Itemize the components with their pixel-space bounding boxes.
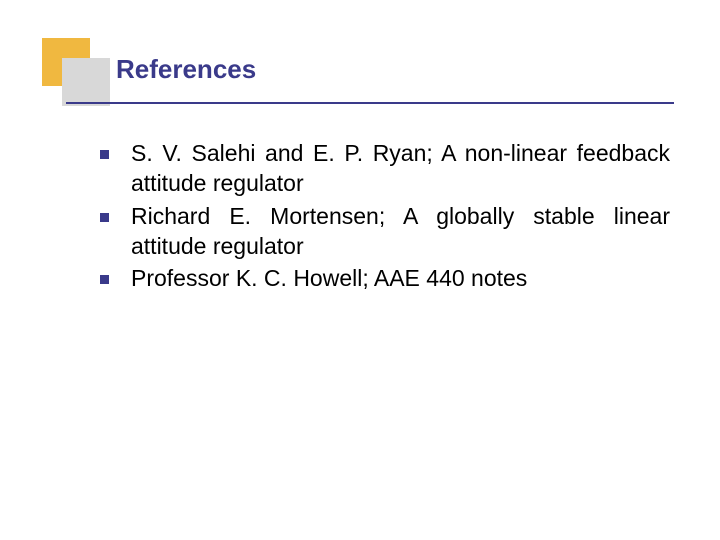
title-underline <box>66 102 674 104</box>
reference-list: S. V. Salehi and E. P. Ryan; A non-linea… <box>100 138 670 296</box>
list-item: Richard E. Mortensen; A globally stable … <box>100 201 670 262</box>
list-item: Professor K. C. Howell; AAE 440 notes <box>100 263 670 293</box>
decor-square-front <box>62 58 110 106</box>
header: References <box>0 0 720 110</box>
bullet-icon <box>100 213 109 222</box>
bullet-icon <box>100 150 109 159</box>
list-item: S. V. Salehi and E. P. Ryan; A non-linea… <box>100 138 670 199</box>
bullet-icon <box>100 275 109 284</box>
item-text: Professor K. C. Howell; AAE 440 notes <box>131 263 670 293</box>
slide-title: References <box>116 54 256 85</box>
item-text: S. V. Salehi and E. P. Ryan; A non-linea… <box>131 138 670 199</box>
item-text: Richard E. Mortensen; A globally stable … <box>131 201 670 262</box>
